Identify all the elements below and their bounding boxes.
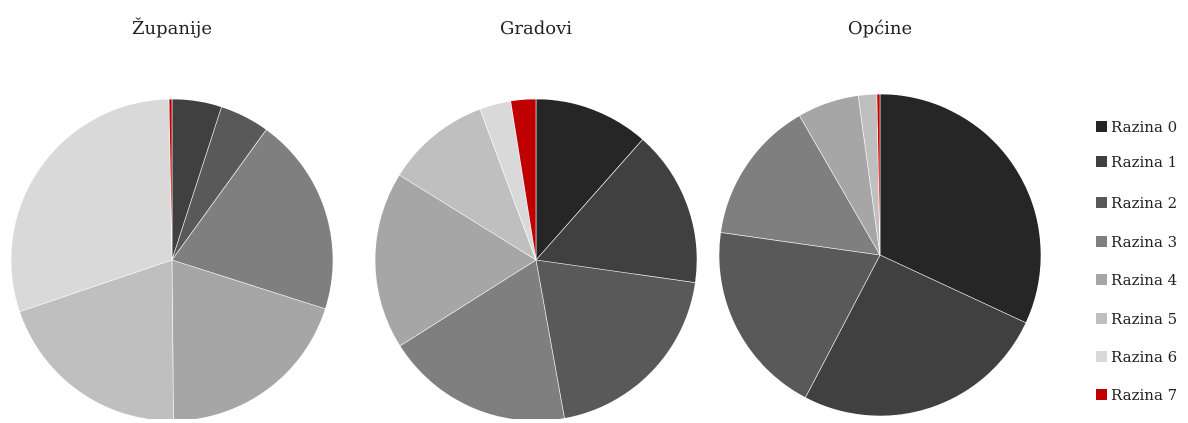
legend-swatch xyxy=(1096,389,1107,400)
pie-slice-razina-0 xyxy=(535,98,644,261)
legend-item-razina-5: Razina 5 xyxy=(1096,310,1177,328)
legend-swatch xyxy=(1096,121,1107,132)
legend-swatch xyxy=(1096,351,1107,362)
legend-label: Razina 7 xyxy=(1111,386,1177,404)
pie-slice-razina-1 xyxy=(804,254,1027,417)
legend-item-razina-0: Razina 0 xyxy=(1096,118,1177,136)
legend-item-razina-2: Razina 2 xyxy=(1096,194,1177,212)
legend-swatch xyxy=(1096,197,1107,208)
pie-zupanije: Županije xyxy=(10,16,334,422)
legend-swatch xyxy=(1096,156,1107,167)
legend-swatch xyxy=(1096,236,1107,247)
pie-slice-razina-2 xyxy=(535,259,696,419)
pie-title-opcine: Općine xyxy=(848,18,912,39)
pie-slice-razina-1 xyxy=(535,139,698,284)
legend-item-razina-7: Razina 7 xyxy=(1096,386,1177,404)
legend-label: Razina 3 xyxy=(1111,233,1177,251)
pie-slice-razina-7 xyxy=(510,98,537,261)
legend-item-razina-4: Razina 4 xyxy=(1096,271,1177,289)
legend-item-razina-1: Razina 1 xyxy=(1096,153,1177,171)
pie-slice-razina-3 xyxy=(171,129,334,310)
pie-gradovi: Gradovi xyxy=(374,18,698,422)
legend-label: Razina 4 xyxy=(1111,271,1177,289)
legend-label: Razina 6 xyxy=(1111,348,1177,366)
pie-slices-gradovi xyxy=(374,98,698,422)
legend-item-razina-3: Razina 3 xyxy=(1096,233,1177,251)
legend-label: Razina 5 xyxy=(1111,310,1177,328)
legend-label: Razina 1 xyxy=(1111,153,1177,171)
pie-title-gradovi: Gradovi xyxy=(500,18,572,39)
pie-slices-zupanije xyxy=(10,98,334,422)
pie-slice-razina-2 xyxy=(718,232,881,399)
pie-slice-razina-6 xyxy=(10,98,173,313)
legend-item-razina-6: Razina 6 xyxy=(1096,348,1177,366)
legend-swatch xyxy=(1096,313,1107,324)
pie-slice-razina-7 xyxy=(168,98,173,261)
pie-slices-opcine xyxy=(718,93,1042,417)
pie-opcine: Općine xyxy=(718,18,1042,417)
legend-swatch xyxy=(1096,274,1107,285)
pie-title-zupanije: Županije xyxy=(132,16,212,39)
pie-slice-razina-5 xyxy=(398,108,537,261)
legend-label: Razina 0 xyxy=(1111,118,1177,136)
pie-slice-razina-3 xyxy=(720,115,881,256)
chart-legend: Razina 0 Razina 1 Razina 2 Razina 3 Razi… xyxy=(1096,118,1177,404)
pie-slice-razina-0 xyxy=(879,93,1042,324)
pie-slice-razina-4 xyxy=(374,174,537,347)
pie-slice-razina-7 xyxy=(876,93,881,256)
legend-label: Razina 2 xyxy=(1111,194,1177,212)
